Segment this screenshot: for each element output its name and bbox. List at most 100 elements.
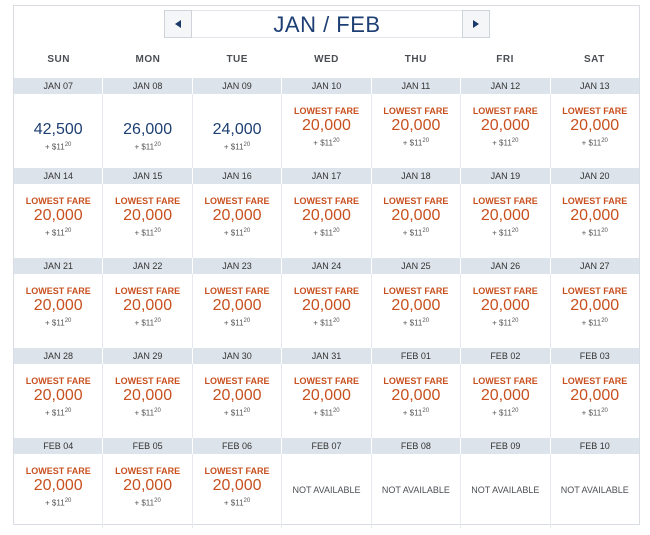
- day-cell[interactable]: LOWEST FARE 20,000 + $1120: [461, 364, 551, 438]
- day-cell[interactable]: LOWEST FARE 20,000 + $1120: [193, 184, 283, 258]
- day-cell[interactable]: LOWEST FARE 20,000 + $1120: [372, 364, 462, 438]
- tax-amount: + $1120: [14, 228, 102, 238]
- day-cell[interactable]: 26,000 + $1120: [103, 94, 193, 168]
- date-label: JAN 10: [282, 78, 372, 94]
- tax-dollars: 11: [145, 498, 155, 508]
- miles-value: 26,000: [123, 121, 173, 138]
- day-cell[interactable]: LOWEST FARE 20,000 + $1120: [103, 454, 193, 528]
- tax-cents: 20: [511, 228, 519, 234]
- tax-dollars: 11: [592, 318, 602, 328]
- tax-dollars: 11: [503, 318, 512, 328]
- tax-amount: + $1120: [103, 142, 191, 152]
- date-label: JAN 14: [14, 168, 104, 184]
- tax-dollars: 11: [324, 228, 333, 238]
- tax-prefix: + $: [313, 318, 325, 328]
- day-cell[interactable]: LOWEST FARE 20,000 + $1120: [372, 274, 462, 348]
- miles-value: 20,000: [391, 387, 441, 404]
- day-cell[interactable]: LOWEST FARE 20,000 + $1120: [193, 454, 283, 528]
- tax-prefix: + $: [45, 228, 57, 238]
- date-label: JAN 23: [193, 258, 283, 274]
- tax-prefix: + $: [402, 408, 415, 418]
- day-cell[interactable]: LOWEST FARE 20,000 + $1120: [372, 94, 462, 168]
- day-cell[interactable]: LOWEST FARE 20,000 + $1120: [551, 184, 639, 258]
- lowest-fare-label: LOWEST FARE: [115, 286, 181, 296]
- miles-value: 20,000: [212, 477, 262, 494]
- tax-dollars: 11: [503, 138, 512, 148]
- tax-prefix: + $: [402, 318, 415, 328]
- day-cell[interactable]: 24,000 + $1120: [193, 94, 283, 168]
- day-cell[interactable]: LOWEST FARE 20,000 + $1120: [282, 364, 372, 438]
- day-cell-unavailable: NOT AVAILABLE: [282, 454, 372, 528]
- day-cell[interactable]: 42,500 + $1120: [14, 94, 104, 168]
- tax-amount: + $1120: [282, 318, 370, 328]
- day-cell[interactable]: LOWEST FARE 20,000 + $1120: [551, 94, 639, 168]
- tax-cents: 20: [422, 228, 430, 234]
- miles-value: 20,000: [302, 297, 351, 314]
- lowest-fare-label: LOWEST FARE: [383, 376, 449, 386]
- tax-cents: 20: [511, 318, 519, 324]
- date-label: JAN 17: [282, 168, 372, 184]
- tax-dollars: 11: [324, 408, 333, 418]
- not-available-label: NOT AVAILABLE: [560, 485, 629, 495]
- tax-dollars: 11: [145, 228, 155, 238]
- day-cell[interactable]: LOWEST FARE 20,000 + $1120: [282, 184, 372, 258]
- tax-amount: + $1120: [14, 408, 102, 418]
- tax-prefix: + $: [492, 228, 504, 238]
- day-cell[interactable]: LOWEST FARE 20,000 + $1120: [103, 364, 193, 438]
- day-cell-unavailable: NOT AVAILABLE: [551, 454, 639, 528]
- miles-value: 20,000: [391, 207, 441, 224]
- next-month-button[interactable]: [462, 10, 490, 38]
- miles-value: 20,000: [480, 207, 530, 224]
- day-cell[interactable]: LOWEST FARE 20,000 + $1120: [193, 274, 283, 348]
- tax-amount: + $1120: [193, 142, 281, 152]
- day-cell[interactable]: LOWEST FARE 20,000 + $1120: [14, 274, 104, 348]
- calendar-header: JAN / FEB: [14, 6, 639, 42]
- date-label: JAN 31: [282, 348, 372, 364]
- tax-prefix: + $: [134, 142, 146, 152]
- tax-cents: 20: [601, 138, 608, 144]
- lowest-fare-label: LOWEST FARE: [562, 286, 628, 296]
- lowest-fare-label: LOWEST FARE: [293, 286, 359, 296]
- day-cell[interactable]: LOWEST FARE 20,000 + $1120: [103, 274, 193, 348]
- miles-value: 20,000: [570, 117, 620, 134]
- tax-prefix: + $: [45, 318, 57, 328]
- day-cell[interactable]: LOWEST FARE 20,000 + $1120: [282, 274, 372, 348]
- miles-value: 20,000: [33, 207, 83, 224]
- day-cell[interactable]: LOWEST FARE 20,000 + $1120: [461, 184, 551, 258]
- tax-amount: + $1120: [282, 228, 370, 238]
- day-cell[interactable]: LOWEST FARE 20,000 + $1120: [282, 94, 372, 168]
- tax-amount: + $1120: [551, 318, 639, 328]
- lowest-fare-label: LOWEST FARE: [472, 376, 538, 386]
- day-cell[interactable]: LOWEST FARE 20,000 + $1120: [14, 454, 104, 528]
- tax-amount: + $1120: [282, 408, 370, 418]
- tax-cents: 20: [154, 142, 161, 148]
- not-available-label: NOT AVAILABLE: [381, 485, 450, 495]
- day-cell[interactable]: LOWEST FARE 20,000 + $1120: [14, 364, 104, 438]
- lowest-fare-label: LOWEST FARE: [293, 106, 359, 116]
- lowest-fare-label: LOWEST FARE: [204, 376, 270, 386]
- date-row: JAN 14 JAN 15 JAN 16 JAN 17 JAN 18 JAN 19 JAN …: [14, 168, 639, 184]
- weekday-header-row: SUN MON TUE WED THU FRI SAT: [14, 42, 639, 78]
- day-cell-unavailable: NOT AVAILABLE: [461, 454, 551, 528]
- day-cell[interactable]: LOWEST FARE 20,000 + $1120: [461, 274, 551, 348]
- prev-month-button[interactable]: [164, 10, 192, 38]
- miles-value: 20,000: [302, 207, 351, 224]
- tax-cents: 20: [332, 228, 340, 234]
- lowest-fare-label: LOWEST FARE: [115, 196, 181, 206]
- day-cell[interactable]: LOWEST FARE 20,000 + $1120: [193, 364, 283, 438]
- lowest-fare-label: LOWEST FARE: [204, 466, 270, 476]
- tax-prefix: + $: [581, 138, 593, 148]
- day-cell[interactable]: LOWEST FARE 20,000 + $1120: [551, 364, 639, 438]
- day-cell[interactable]: LOWEST FARE 20,000 + $1120: [103, 184, 193, 258]
- miles-value: 20,000: [123, 387, 173, 404]
- date-label: JAN 30: [193, 348, 283, 364]
- tax-prefix: + $: [45, 408, 57, 418]
- day-cell[interactable]: LOWEST FARE 20,000 + $1120: [461, 94, 551, 168]
- miles-value: 20,000: [570, 207, 620, 224]
- calendar-grid: SUN MON TUE WED THU FRI SAT JAN 07 JAN 08 JAN 09…: [14, 42, 639, 528]
- day-cell[interactable]: LOWEST FARE 20,000 + $1120: [551, 274, 639, 348]
- day-cell[interactable]: LOWEST FARE 20,000 + $1120: [372, 184, 462, 258]
- tax-prefix: + $: [134, 228, 146, 238]
- day-cell[interactable]: LOWEST FARE 20,000 + $1120: [14, 184, 104, 258]
- tax-dollars: 11: [503, 228, 512, 238]
